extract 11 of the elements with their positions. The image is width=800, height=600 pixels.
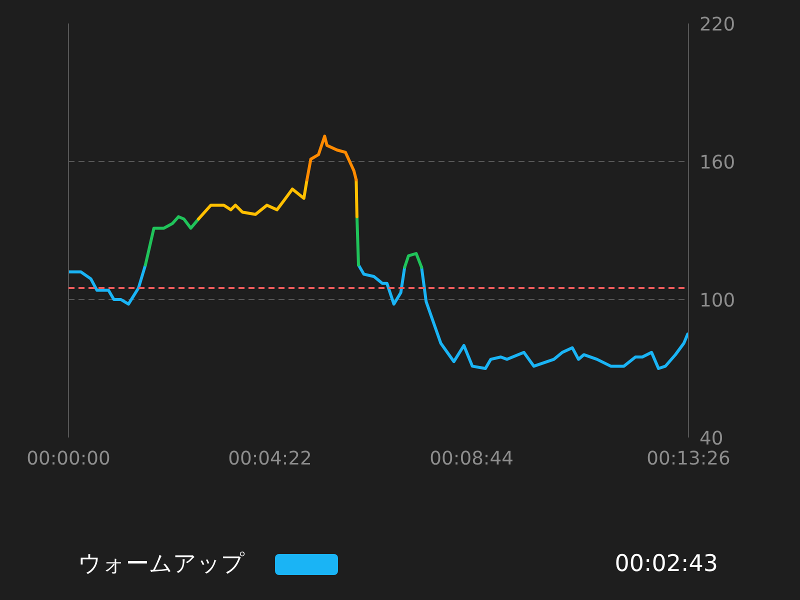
- y-tick-label: 100: [700, 290, 736, 312]
- x-tick-label: 00:00:00: [26, 448, 110, 470]
- y-tick-label: 40: [700, 428, 724, 450]
- x-tick-label: 00:13:26: [646, 448, 730, 470]
- y-tick-label: 220: [700, 14, 736, 36]
- line-series: [305, 134, 358, 182]
- annotation: 00:02:43: [614, 552, 718, 576]
- x-tick-label: 00:08:44: [430, 448, 514, 470]
- y-tick-label: 160: [700, 152, 736, 174]
- legend-label: ウォームアップ: [78, 552, 245, 576]
- x-tick-label: 00:04:22: [228, 448, 312, 470]
